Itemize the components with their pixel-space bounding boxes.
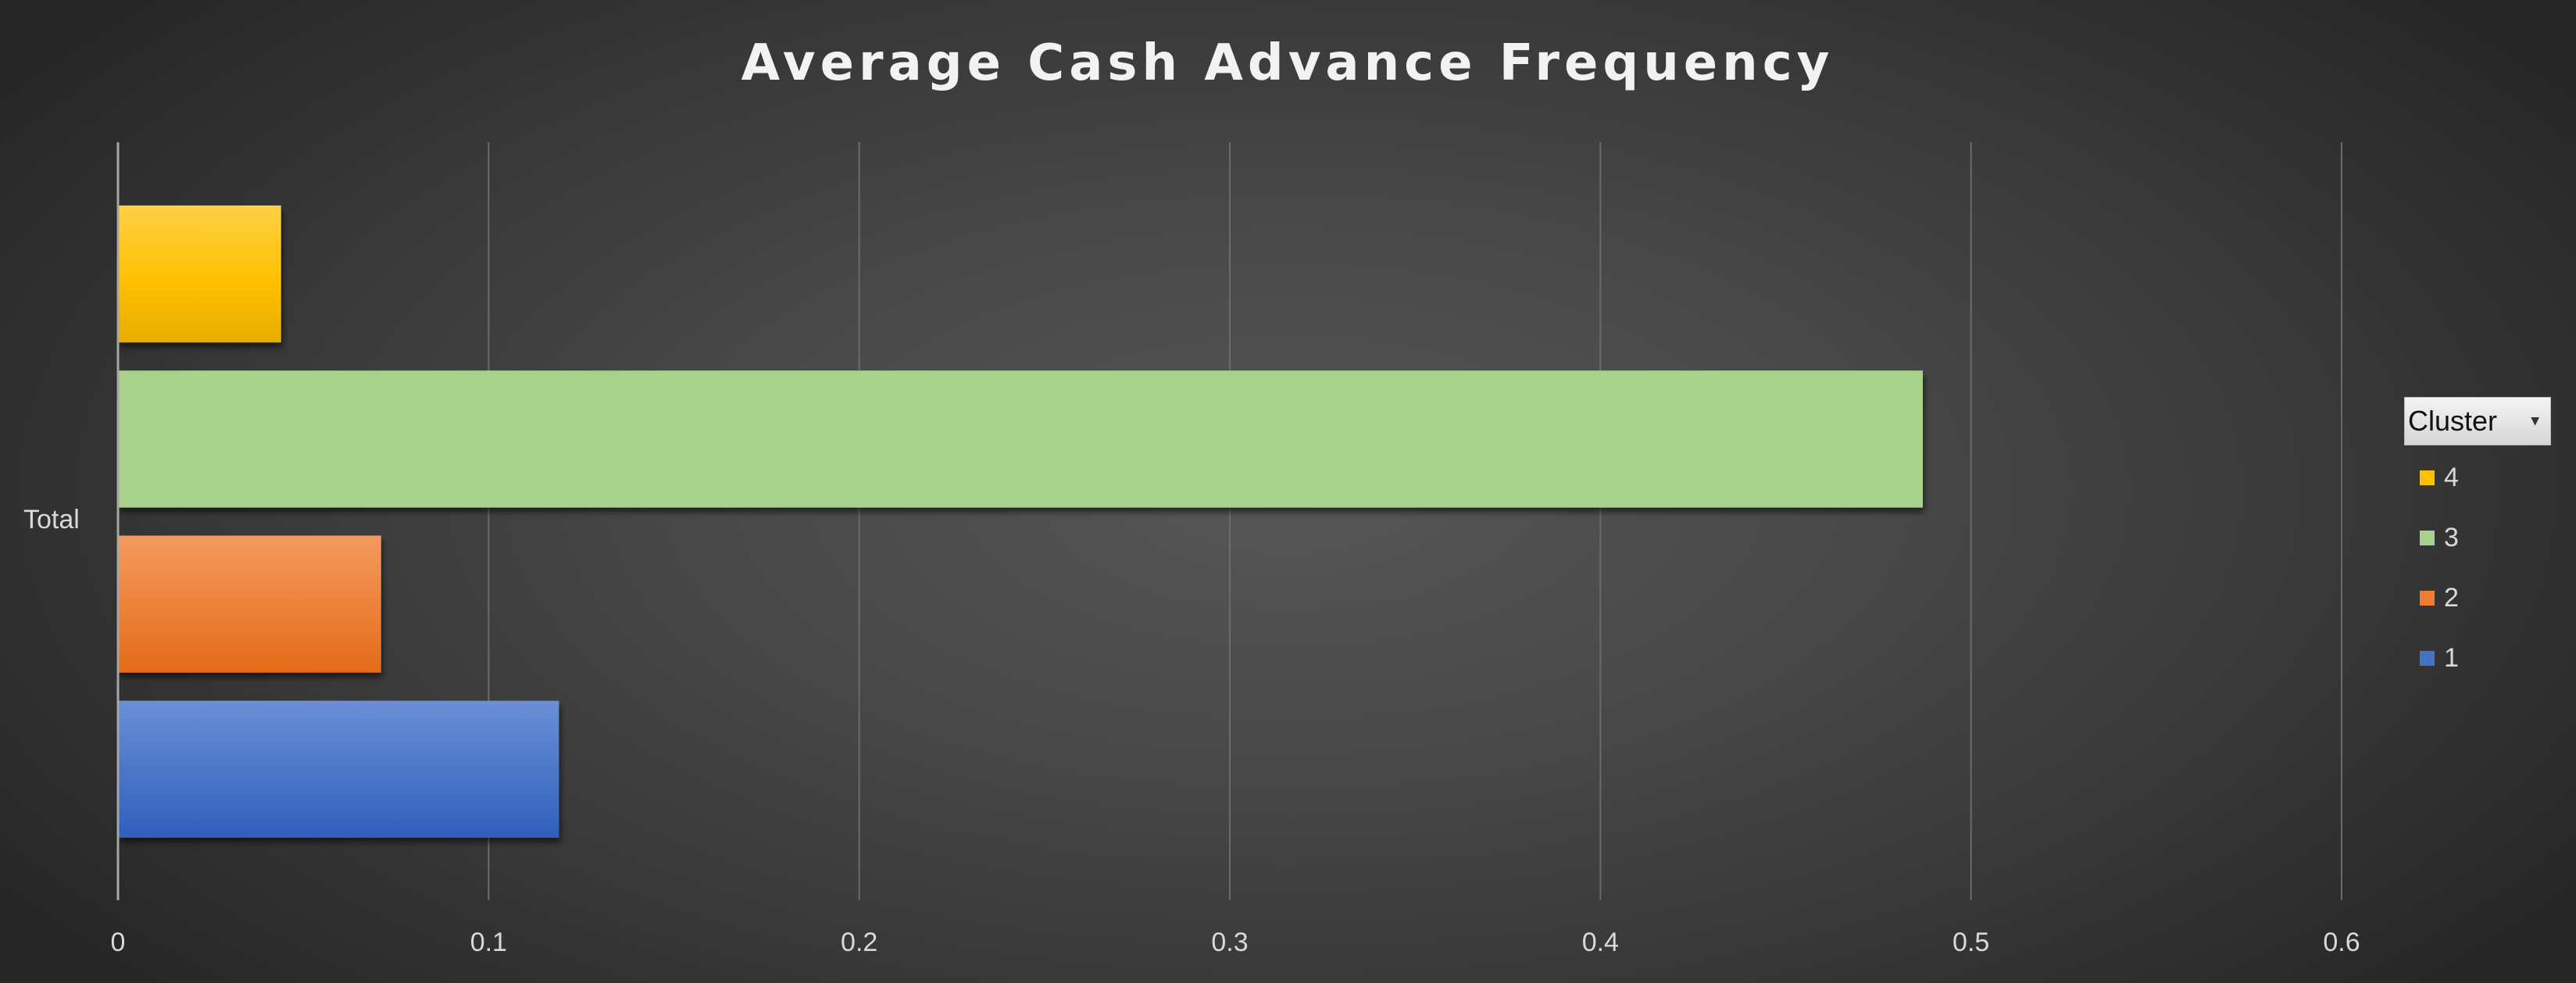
x-tick-label: 0.3 [1211, 928, 1248, 957]
legend-filter-button[interactable]: Cluster ▼ [2404, 397, 2551, 445]
x-axis-tick-labels: 0 0.1 0.2 0.3 0.4 0.5 0.6 [111, 928, 2360, 957]
legend-item-1[interactable]: 1 [2420, 642, 2459, 674]
legend-label: 4 [2444, 462, 2459, 492]
legend-label: 2 [2444, 582, 2459, 613]
x-tick-label: 0.1 [470, 928, 507, 957]
x-tick-label: 0.6 [2323, 928, 2360, 957]
legend-item-2[interactable]: 2 [2420, 582, 2459, 613]
legend-label: 1 [2444, 642, 2459, 673]
category-label-total: Total [23, 505, 80, 534]
bar-cluster-4 [118, 205, 281, 343]
legend-swatch [2420, 530, 2435, 545]
legend-swatch [2420, 650, 2435, 666]
legend-swatch [2420, 590, 2435, 606]
legend-swatch [2420, 470, 2435, 485]
chevron-down-icon: ▼ [2531, 415, 2539, 427]
chart-title: Average Cash Advance Frequency [741, 34, 1835, 92]
bar-cluster-2 [118, 535, 381, 673]
bar-cluster-3 [118, 370, 1924, 508]
bars [118, 205, 1924, 838]
x-tick-label: 0 [111, 928, 126, 957]
x-tick-label: 0.2 [841, 928, 877, 957]
x-tick-label: 0.5 [1953, 928, 1989, 957]
legend-label: 3 [2444, 522, 2459, 552]
legend: Cluster ▼ 4 3 2 1 [2404, 397, 2553, 673]
gridlines [488, 142, 2342, 900]
x-tick-label: 0.4 [1582, 928, 1619, 957]
bar-cluster-1 [118, 700, 559, 838]
legend-item-4[interactable]: 4 [2420, 462, 2459, 493]
legend-item-3[interactable]: 3 [2420, 522, 2459, 553]
legend-title: Cluster [2408, 405, 2498, 437]
